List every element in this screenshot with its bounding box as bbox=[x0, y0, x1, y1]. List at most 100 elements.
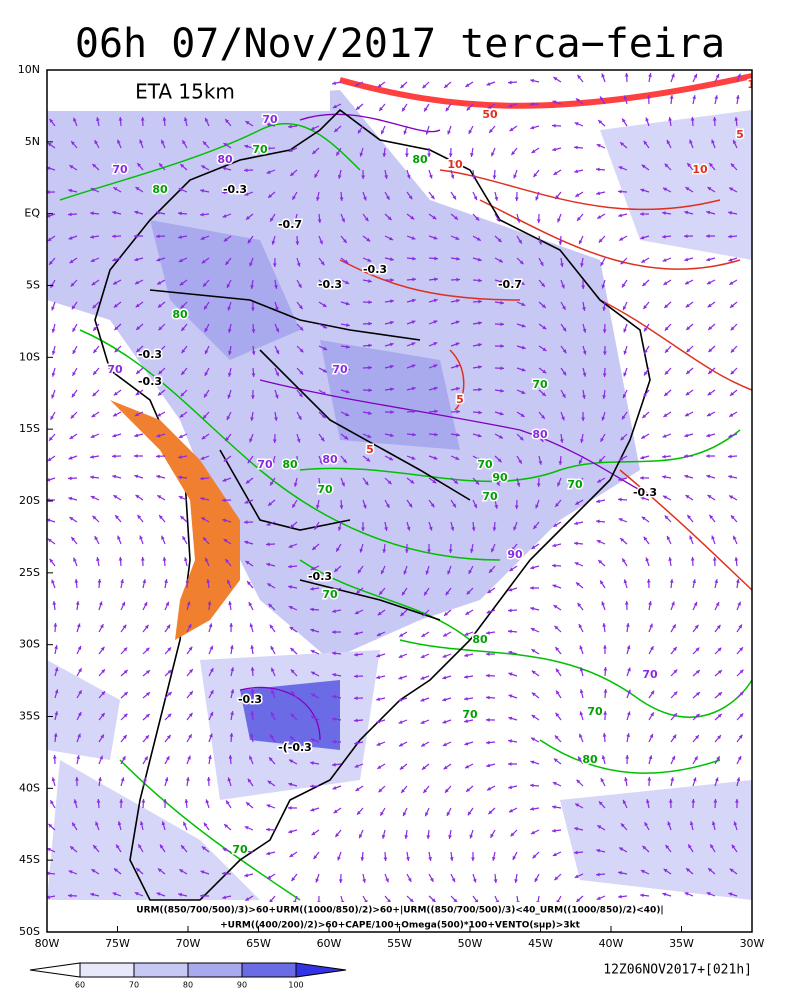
wind-arrow bbox=[354, 81, 364, 87]
arrow-head bbox=[158, 326, 163, 331]
wind-arrow bbox=[289, 169, 298, 177]
arrow-head bbox=[729, 495, 734, 499]
arrow-head bbox=[323, 346, 328, 351]
wind-arrow bbox=[620, 822, 628, 831]
arrow-head bbox=[295, 241, 300, 245]
arrow-head bbox=[288, 564, 292, 569]
arrow-head bbox=[553, 758, 558, 763]
arrow-head bbox=[117, 821, 122, 826]
arrow-head bbox=[360, 857, 365, 861]
contour-label: 70 bbox=[262, 113, 278, 126]
arrow-head bbox=[730, 515, 735, 520]
arrow-head bbox=[626, 711, 631, 716]
wind-arrow bbox=[643, 367, 650, 376]
arrow-head bbox=[645, 557, 650, 562]
wind-arrow bbox=[156, 279, 166, 285]
arrow-head bbox=[178, 475, 182, 480]
wind-arrow bbox=[223, 823, 232, 831]
arrow-head bbox=[518, 239, 522, 244]
arrow-head bbox=[642, 414, 647, 419]
arrow-head bbox=[624, 73, 629, 77]
wind-arrow bbox=[714, 734, 722, 743]
wind-arrow bbox=[554, 499, 562, 508]
arrow-head bbox=[619, 457, 624, 461]
wind-arrow bbox=[466, 587, 474, 595]
wind-arrow bbox=[686, 345, 694, 353]
wind-arrow bbox=[318, 367, 328, 373]
wind-arrow bbox=[559, 257, 564, 267]
arrow-head bbox=[269, 624, 274, 629]
wind-arrow bbox=[669, 578, 674, 589]
arrow-head bbox=[730, 163, 735, 168]
contour-label: -0.3 bbox=[363, 263, 387, 276]
wind-arrow bbox=[224, 433, 232, 442]
wind-arrow bbox=[296, 389, 304, 398]
arrow-head bbox=[368, 321, 372, 326]
arrow-head bbox=[162, 557, 167, 561]
arrow-head bbox=[530, 606, 535, 611]
arrow-head bbox=[433, 456, 438, 460]
wind-arrow bbox=[362, 191, 367, 201]
wind-arrow bbox=[714, 755, 721, 765]
arrow-head bbox=[77, 645, 82, 650]
arrow-head bbox=[582, 350, 587, 355]
arrow-head bbox=[622, 799, 627, 804]
wind-arrow bbox=[689, 139, 694, 149]
arrow-head bbox=[292, 503, 296, 508]
arrow-head bbox=[90, 235, 94, 239]
arrow-head bbox=[406, 174, 411, 179]
arrow-head bbox=[554, 876, 559, 881]
wind-arrow bbox=[646, 578, 651, 589]
wind-arrow bbox=[274, 323, 280, 333]
wind-arrow bbox=[596, 895, 606, 901]
arrow-head bbox=[602, 733, 607, 737]
wind-arrow bbox=[274, 301, 279, 311]
wind-arrow bbox=[494, 455, 502, 463]
wind-arrow bbox=[398, 631, 408, 638]
wind-arrow bbox=[271, 455, 276, 465]
wind-arrow bbox=[708, 514, 716, 523]
arrow-head bbox=[487, 786, 492, 791]
arrow-head bbox=[368, 279, 372, 283]
arrow-head bbox=[270, 646, 275, 651]
arrow-head bbox=[466, 590, 471, 595]
arrow-head bbox=[49, 558, 54, 563]
arrow-head bbox=[47, 166, 51, 171]
wind-arrow bbox=[318, 411, 327, 419]
wind-arrow bbox=[662, 892, 672, 897]
arrow-head bbox=[93, 370, 97, 375]
arrow-head bbox=[513, 174, 517, 179]
wind-arrow bbox=[340, 301, 350, 306]
wind-arrow bbox=[538, 279, 546, 288]
wind-arrow bbox=[428, 851, 432, 861]
arrow-head bbox=[712, 557, 717, 561]
arrow-head bbox=[687, 163, 691, 167]
contour-label: 10 bbox=[447, 158, 463, 171]
lat-label: 10S bbox=[19, 350, 40, 363]
arrow-head bbox=[600, 778, 605, 782]
wind-arrow bbox=[603, 688, 608, 699]
wind-arrow bbox=[516, 301, 526, 307]
wind-arrow bbox=[428, 477, 437, 484]
arrow-head bbox=[403, 130, 408, 135]
arrow-head bbox=[247, 459, 252, 464]
wind-arrow bbox=[317, 477, 322, 488]
arrow-head bbox=[51, 306, 55, 311]
wind-arrow bbox=[516, 477, 521, 487]
arrow-head bbox=[78, 690, 82, 695]
arrow-head bbox=[530, 627, 535, 632]
arrow-head bbox=[47, 477, 51, 482]
arrow-head bbox=[465, 764, 470, 769]
arrow-head bbox=[466, 106, 471, 111]
arrow-head bbox=[112, 892, 117, 896]
arrow-head bbox=[288, 585, 292, 589]
wind-arrow bbox=[133, 234, 144, 238]
wind-arrow bbox=[135, 367, 144, 375]
arrow-head bbox=[250, 285, 255, 289]
arrow-head bbox=[187, 624, 192, 629]
wind-arrow bbox=[558, 455, 563, 466]
lat-label: 5S bbox=[26, 279, 40, 292]
wind-arrow bbox=[641, 279, 650, 287]
arrow-head bbox=[664, 163, 669, 168]
wind-arrow bbox=[618, 871, 628, 875]
